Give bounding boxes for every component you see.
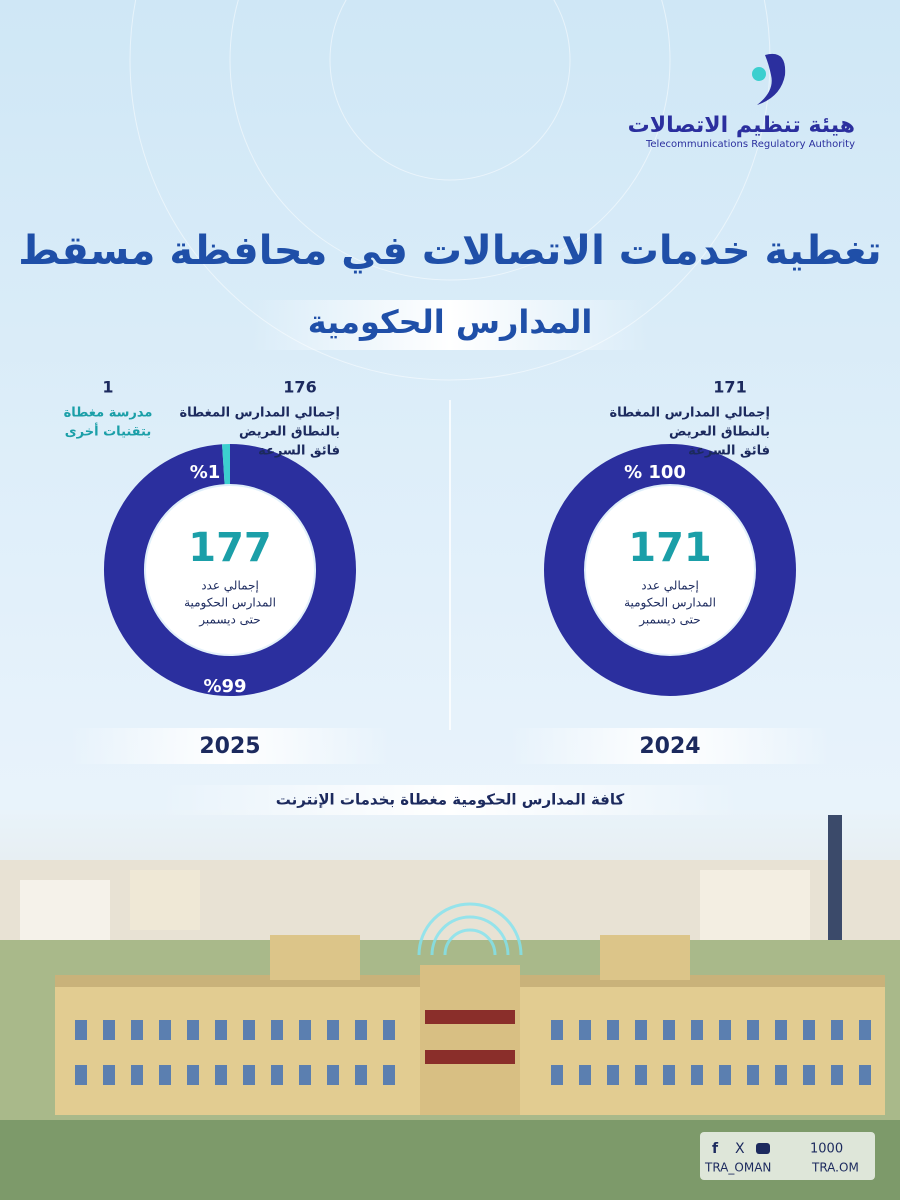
window (719, 1020, 731, 1040)
window (719, 1065, 731, 1085)
logo-mark (757, 53, 786, 105)
annotation-value: 171 (713, 378, 746, 397)
subtitle: المدارس الحكومية (308, 303, 593, 341)
org-name-en: Telecommunications Regulatory Authority (645, 139, 855, 150)
window (607, 1065, 619, 1085)
window (271, 1065, 283, 1085)
social-box (700, 1132, 875, 1180)
annotation-value: 176 (283, 378, 316, 397)
window (243, 1065, 255, 1085)
window (355, 1020, 367, 1040)
annotation-text: مدرسة مغطاة (64, 406, 153, 421)
window (579, 1065, 591, 1085)
org-name-ar: هيئة تنظيم الاتصالات (628, 113, 855, 138)
segment-label: %99 (203, 676, 246, 697)
signal-waves (417, 902, 523, 956)
window (579, 1020, 591, 1040)
annotation-text: إجمالي المدارس المغطاة (609, 406, 770, 421)
footer-text: كافة المدارس الحكومية مغطاة بخدمات الإنت… (276, 791, 625, 809)
window (551, 1065, 563, 1085)
annotation-text: فائق السرعة (688, 444, 770, 459)
windows (75, 1020, 871, 1085)
window (635, 1020, 647, 1040)
subtitle-band (250, 300, 650, 350)
total-caption: المدارس الحكومية (624, 596, 716, 611)
window (775, 1065, 787, 1085)
window (775, 1020, 787, 1040)
handle: TRA_OMAN (704, 1161, 771, 1175)
window (831, 1065, 843, 1085)
year: 2024 (639, 734, 700, 759)
icon-x: X (735, 1141, 745, 1157)
window (103, 1065, 115, 1085)
total-caption: حتى ديسمبر (638, 613, 700, 628)
school-building (55, 935, 885, 1115)
annotation-value: 1 (102, 378, 113, 397)
window (131, 1020, 143, 1040)
window (607, 1020, 619, 1040)
window (355, 1065, 367, 1085)
annotation-text: إجمالي المدارس المغطاة (179, 406, 340, 421)
window (551, 1020, 563, 1040)
window (103, 1020, 115, 1040)
window (859, 1020, 871, 1040)
window (187, 1065, 199, 1085)
donut-center (586, 486, 754, 654)
window (75, 1020, 87, 1040)
window (691, 1020, 703, 1040)
title: تغطية خدمات الاتصالات في محافظة مسقط (18, 228, 881, 274)
annotation-text: بالنطاق العريض (239, 425, 340, 440)
window (159, 1065, 171, 1085)
window (159, 1020, 171, 1040)
window (299, 1020, 311, 1040)
window (187, 1020, 199, 1040)
donut-center (146, 486, 314, 654)
window (663, 1065, 675, 1085)
window (299, 1065, 311, 1085)
footer-band (160, 785, 740, 815)
window (663, 1020, 675, 1040)
year-band (70, 728, 390, 764)
total-caption: إجمالي عدد (201, 579, 259, 593)
window (215, 1020, 227, 1040)
window (215, 1065, 227, 1085)
total-caption: حتى ديسمبر (198, 613, 260, 628)
window (327, 1020, 339, 1040)
window (271, 1020, 283, 1040)
window (747, 1065, 759, 1085)
window (691, 1065, 703, 1085)
logo-dot (752, 67, 766, 81)
window (803, 1065, 815, 1085)
window (803, 1020, 815, 1040)
total-caption: المدارس الحكومية (184, 596, 276, 611)
window (131, 1065, 143, 1085)
window (327, 1065, 339, 1085)
total: 171 (628, 525, 712, 571)
window (243, 1020, 255, 1040)
annotation-text: بتقنيات أخرى (65, 423, 151, 440)
donut-segment (104, 444, 356, 696)
icon-youtube (756, 1143, 770, 1154)
window (747, 1020, 759, 1040)
window (635, 1065, 647, 1085)
annotation-text: بالنطاق العريض (669, 425, 770, 440)
window (75, 1065, 87, 1085)
segment-label: % 100 (624, 462, 686, 483)
year: 2025 (199, 734, 260, 759)
phone: 1000 (810, 1142, 843, 1157)
total: 177 (188, 525, 272, 571)
donut-segment (544, 444, 796, 696)
window (383, 1020, 395, 1040)
annotation-text: فائق السرعة (258, 444, 340, 459)
window (831, 1020, 843, 1040)
icon-facebook: f (712, 1141, 719, 1157)
total-caption: إجمالي عدد (641, 579, 699, 593)
site: TRA.OM (811, 1161, 859, 1175)
window (859, 1065, 871, 1085)
year-band (510, 728, 830, 764)
window (383, 1065, 395, 1085)
segment-label: %1 (190, 462, 221, 483)
